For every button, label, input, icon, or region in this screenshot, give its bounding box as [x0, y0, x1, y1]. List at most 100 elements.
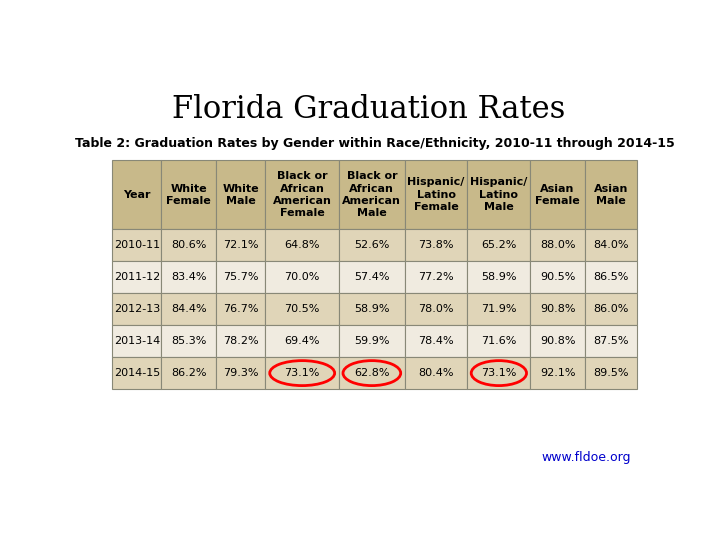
Bar [161, 325, 216, 357]
Bar [531, 261, 585, 293]
Text: 58.9%: 58.9% [481, 272, 517, 282]
Text: 90.5%: 90.5% [540, 272, 575, 282]
Text: 72.1%: 72.1% [223, 240, 258, 250]
Bar [161, 293, 216, 325]
Text: Black or
African
American
Male: Black or African American Male [343, 171, 401, 218]
Bar [585, 325, 637, 357]
Bar [216, 293, 265, 325]
Bar [467, 357, 531, 389]
Bar [339, 160, 405, 229]
Bar [405, 357, 467, 389]
Bar [112, 229, 161, 261]
Text: 78.0%: 78.0% [418, 304, 454, 314]
Bar [531, 229, 585, 261]
Text: 78.4%: 78.4% [418, 336, 454, 346]
Bar [112, 325, 161, 357]
Text: 2013-14: 2013-14 [114, 336, 160, 346]
Text: 2014-15: 2014-15 [114, 368, 160, 378]
Text: 84.4%: 84.4% [171, 304, 207, 314]
Text: Asian
Female: Asian Female [535, 184, 580, 206]
Text: Table 2: Graduation Rates by Gender within Race/Ethnicity, 2010-11 through 2014-: Table 2: Graduation Rates by Gender with… [75, 137, 675, 150]
Bar [339, 293, 405, 325]
Text: 59.9%: 59.9% [354, 336, 390, 346]
Text: 90.8%: 90.8% [540, 304, 575, 314]
Text: 86.5%: 86.5% [593, 272, 629, 282]
Text: 70.0%: 70.0% [284, 272, 320, 282]
Text: 62.8%: 62.8% [354, 368, 390, 378]
Text: 57.4%: 57.4% [354, 272, 390, 282]
Bar [339, 261, 405, 293]
Bar [531, 325, 585, 357]
Text: 76.7%: 76.7% [223, 304, 258, 314]
Text: 58.9%: 58.9% [354, 304, 390, 314]
Bar [112, 293, 161, 325]
Bar [265, 229, 339, 261]
Text: 84.0%: 84.0% [593, 240, 629, 250]
Bar [467, 229, 531, 261]
Text: 89.5%: 89.5% [593, 368, 629, 378]
Text: Asian
Male: Asian Male [594, 184, 628, 206]
Bar [585, 293, 637, 325]
Text: 73.1%: 73.1% [284, 368, 320, 378]
Bar [405, 229, 467, 261]
Bar [467, 293, 531, 325]
Text: 2012-13: 2012-13 [114, 304, 160, 314]
Bar [112, 261, 161, 293]
Bar [265, 293, 339, 325]
Text: Hispanic/
Latino
Female: Hispanic/ Latino Female [408, 177, 464, 212]
Text: 85.3%: 85.3% [171, 336, 207, 346]
Text: 2011-12: 2011-12 [114, 272, 160, 282]
Bar [585, 229, 637, 261]
Text: 77.2%: 77.2% [418, 272, 454, 282]
Bar [216, 357, 265, 389]
Text: 73.8%: 73.8% [418, 240, 454, 250]
Bar [216, 325, 265, 357]
Text: White
Male: White Male [222, 184, 259, 206]
Text: 80.4%: 80.4% [418, 368, 454, 378]
Bar [405, 261, 467, 293]
Text: 86.0%: 86.0% [593, 304, 629, 314]
Text: Florida Graduation Rates: Florida Graduation Rates [172, 94, 566, 125]
Text: White
Female: White Female [166, 184, 211, 206]
Bar [467, 160, 531, 229]
Text: 71.9%: 71.9% [481, 304, 517, 314]
Text: Year: Year [123, 190, 150, 200]
Text: 86.2%: 86.2% [171, 368, 207, 378]
Text: www.fldoe.org: www.fldoe.org [541, 451, 631, 464]
Bar [339, 357, 405, 389]
Bar [265, 261, 339, 293]
Text: 2010-11: 2010-11 [114, 240, 160, 250]
Bar [585, 160, 637, 229]
Text: 90.8%: 90.8% [540, 336, 575, 346]
Bar [112, 357, 161, 389]
Bar [339, 229, 405, 261]
Text: 71.6%: 71.6% [481, 336, 516, 346]
Text: 80.6%: 80.6% [171, 240, 207, 250]
Text: 73.1%: 73.1% [481, 368, 516, 378]
Bar [265, 325, 339, 357]
Bar [161, 229, 216, 261]
Text: 79.3%: 79.3% [223, 368, 258, 378]
Text: 70.5%: 70.5% [284, 304, 320, 314]
Text: 65.2%: 65.2% [481, 240, 516, 250]
Bar [405, 325, 467, 357]
Bar [112, 160, 161, 229]
Text: 83.4%: 83.4% [171, 272, 207, 282]
Text: 92.1%: 92.1% [540, 368, 575, 378]
Bar [531, 160, 585, 229]
Text: 52.6%: 52.6% [354, 240, 390, 250]
Text: 78.2%: 78.2% [223, 336, 258, 346]
Text: 69.4%: 69.4% [284, 336, 320, 346]
Bar [161, 261, 216, 293]
Bar [531, 357, 585, 389]
Bar [467, 325, 531, 357]
Bar [467, 261, 531, 293]
Bar [405, 160, 467, 229]
Bar [405, 293, 467, 325]
Text: 75.7%: 75.7% [223, 272, 258, 282]
Bar [265, 357, 339, 389]
Bar [161, 357, 216, 389]
Bar [216, 261, 265, 293]
Text: Black or
African
American
Female: Black or African American Female [273, 171, 332, 218]
Bar [265, 160, 339, 229]
